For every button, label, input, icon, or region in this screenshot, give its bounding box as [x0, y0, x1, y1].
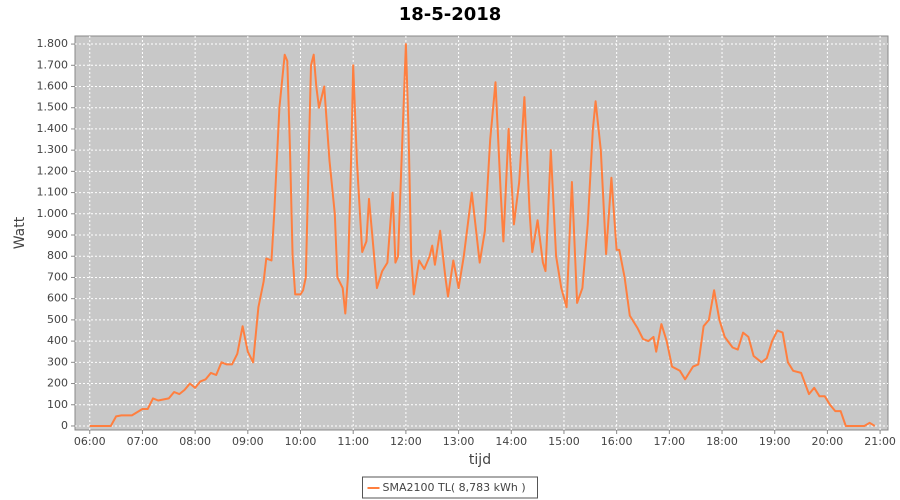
x-tick-label: 13:00 — [443, 435, 475, 448]
y-tick-label: 900 — [47, 228, 68, 241]
y-tick-label: 1.700 — [37, 58, 69, 71]
series-line — [89, 43, 876, 427]
x-tick-label: 10:00 — [285, 435, 317, 448]
x-tick-label: 16:00 — [601, 435, 633, 448]
y-tick-label: 1.800 — [37, 37, 69, 50]
x-tick-label: 12:00 — [390, 435, 422, 448]
x-tick-label: 20:00 — [812, 435, 844, 448]
plot-area — [74, 35, 889, 431]
y-tick-label: 700 — [47, 270, 68, 283]
x-tick-label: 19:00 — [759, 435, 791, 448]
y-tick-label: 1.000 — [37, 207, 69, 220]
x-tick-label: 15:00 — [548, 435, 580, 448]
y-tick-label: 1.100 — [37, 186, 69, 199]
x-tick-label: 17:00 — [653, 435, 685, 448]
legend-box — [362, 476, 538, 499]
y-tick-label: 1.500 — [37, 101, 69, 114]
y-tick-label: 300 — [47, 355, 68, 368]
x-tick-label: 07:00 — [127, 435, 159, 448]
y-tick-label: 600 — [47, 292, 68, 305]
y-tick-label: 1.200 — [37, 164, 69, 177]
y-tick-label: 500 — [47, 313, 68, 326]
y-tick-label: 0 — [61, 419, 68, 432]
x-tick-label: 06:00 — [74, 435, 106, 448]
chart-title: 18-5-2018 — [399, 4, 502, 25]
y-tick-label: 1.400 — [37, 122, 69, 135]
y-tick-label: 1.300 — [37, 143, 69, 156]
y-tick-label: 800 — [47, 249, 68, 262]
y-tick-label: 400 — [47, 334, 68, 347]
legend-label: SMA2100 TL( 8,783 kWh ) — [383, 481, 526, 494]
x-tick-label: 21:00 — [864, 435, 896, 448]
x-tick-label: 14:00 — [495, 435, 527, 448]
y-tick-label: 1.600 — [37, 79, 69, 92]
y-axis-label: Watt — [12, 216, 28, 249]
y-tick-label: 100 — [47, 398, 68, 411]
x-tick-label: 09:00 — [232, 435, 264, 448]
x-tick-label: 08:00 — [179, 435, 211, 448]
x-axis-label: tijd — [469, 452, 491, 468]
x-tick-label: 18:00 — [706, 435, 738, 448]
x-tick-label: 11:00 — [337, 435, 369, 448]
y-tick-label: 200 — [47, 377, 68, 390]
